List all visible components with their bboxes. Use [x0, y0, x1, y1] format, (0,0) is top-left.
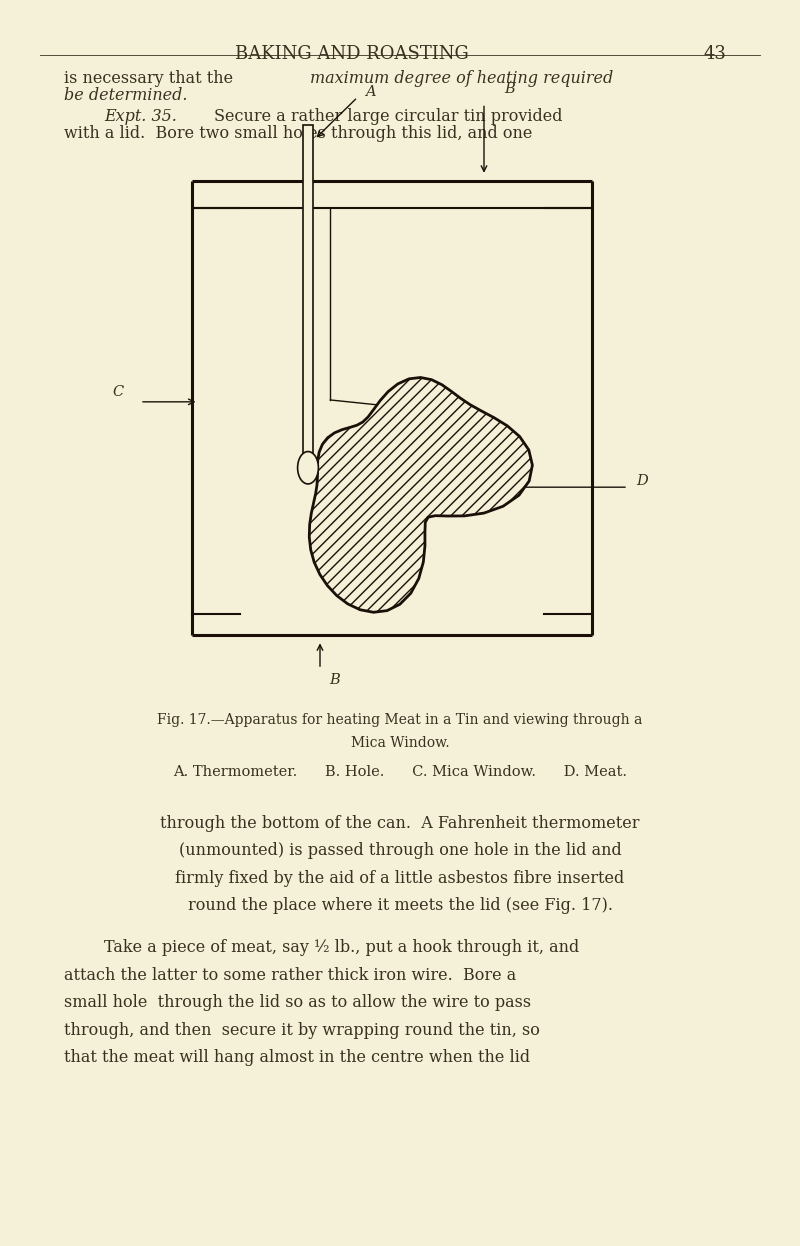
Text: BAKING AND ROASTING: BAKING AND ROASTING — [235, 45, 469, 62]
Text: Secure a rather large circular tin provided: Secure a rather large circular tin provi… — [214, 108, 562, 126]
Circle shape — [298, 451, 318, 483]
Bar — [302, 125, 314, 455]
Text: A: A — [366, 85, 376, 100]
Text: round the place where it meets the lid (see Fig. 17).: round the place where it meets the lid (… — [187, 897, 613, 915]
Text: attach the latter to some rather thick iron wire.  Bore a: attach the latter to some rather thick i… — [64, 967, 516, 984]
Text: Fig. 17.—Apparatus for heating Meat in a Tin and viewing through a: Fig. 17.—Apparatus for heating Meat in a… — [158, 713, 642, 726]
Text: 43: 43 — [704, 45, 727, 62]
Text: is necessary that the: is necessary that the — [64, 70, 238, 87]
Text: be determined.: be determined. — [64, 87, 187, 105]
Text: with a lid.  Bore two small holes through this lid, and one: with a lid. Bore two small holes through… — [64, 125, 532, 142]
Polygon shape — [310, 378, 532, 612]
Text: D: D — [636, 473, 648, 488]
Text: (unmounted) is passed through one hole in the lid and: (unmounted) is passed through one hole i… — [178, 842, 622, 860]
Text: Take a piece of meat, say ½ lb., put a hook through it, and: Take a piece of meat, say ½ lb., put a h… — [104, 939, 579, 957]
Text: through, and then  secure it by wrapping round the tin, so: through, and then secure it by wrapping … — [64, 1022, 540, 1039]
Text: firmly fixed by the aid of a little asbestos fibre inserted: firmly fixed by the aid of a little asbe… — [175, 870, 625, 887]
Text: Expt. 35.: Expt. 35. — [104, 108, 177, 126]
Text: that the meat will hang almost in the centre when the lid: that the meat will hang almost in the ce… — [64, 1049, 530, 1067]
Text: maximum degree of heating required: maximum degree of heating required — [310, 70, 614, 87]
Text: A. Thermometer.      B. Hole.      C. Mica Window.      D. Meat.: A. Thermometer. B. Hole. C. Mica Window.… — [173, 765, 627, 779]
Text: Mica Window.: Mica Window. — [350, 736, 450, 750]
Text: C: C — [113, 385, 124, 399]
Text: B: B — [504, 82, 514, 96]
Text: B: B — [330, 673, 340, 687]
Text: through the bottom of the can.  A Fahrenheit thermometer: through the bottom of the can. A Fahrenh… — [160, 815, 640, 832]
Text: small hole  through the lid so as to allow the wire to pass: small hole through the lid so as to allo… — [64, 994, 531, 1012]
